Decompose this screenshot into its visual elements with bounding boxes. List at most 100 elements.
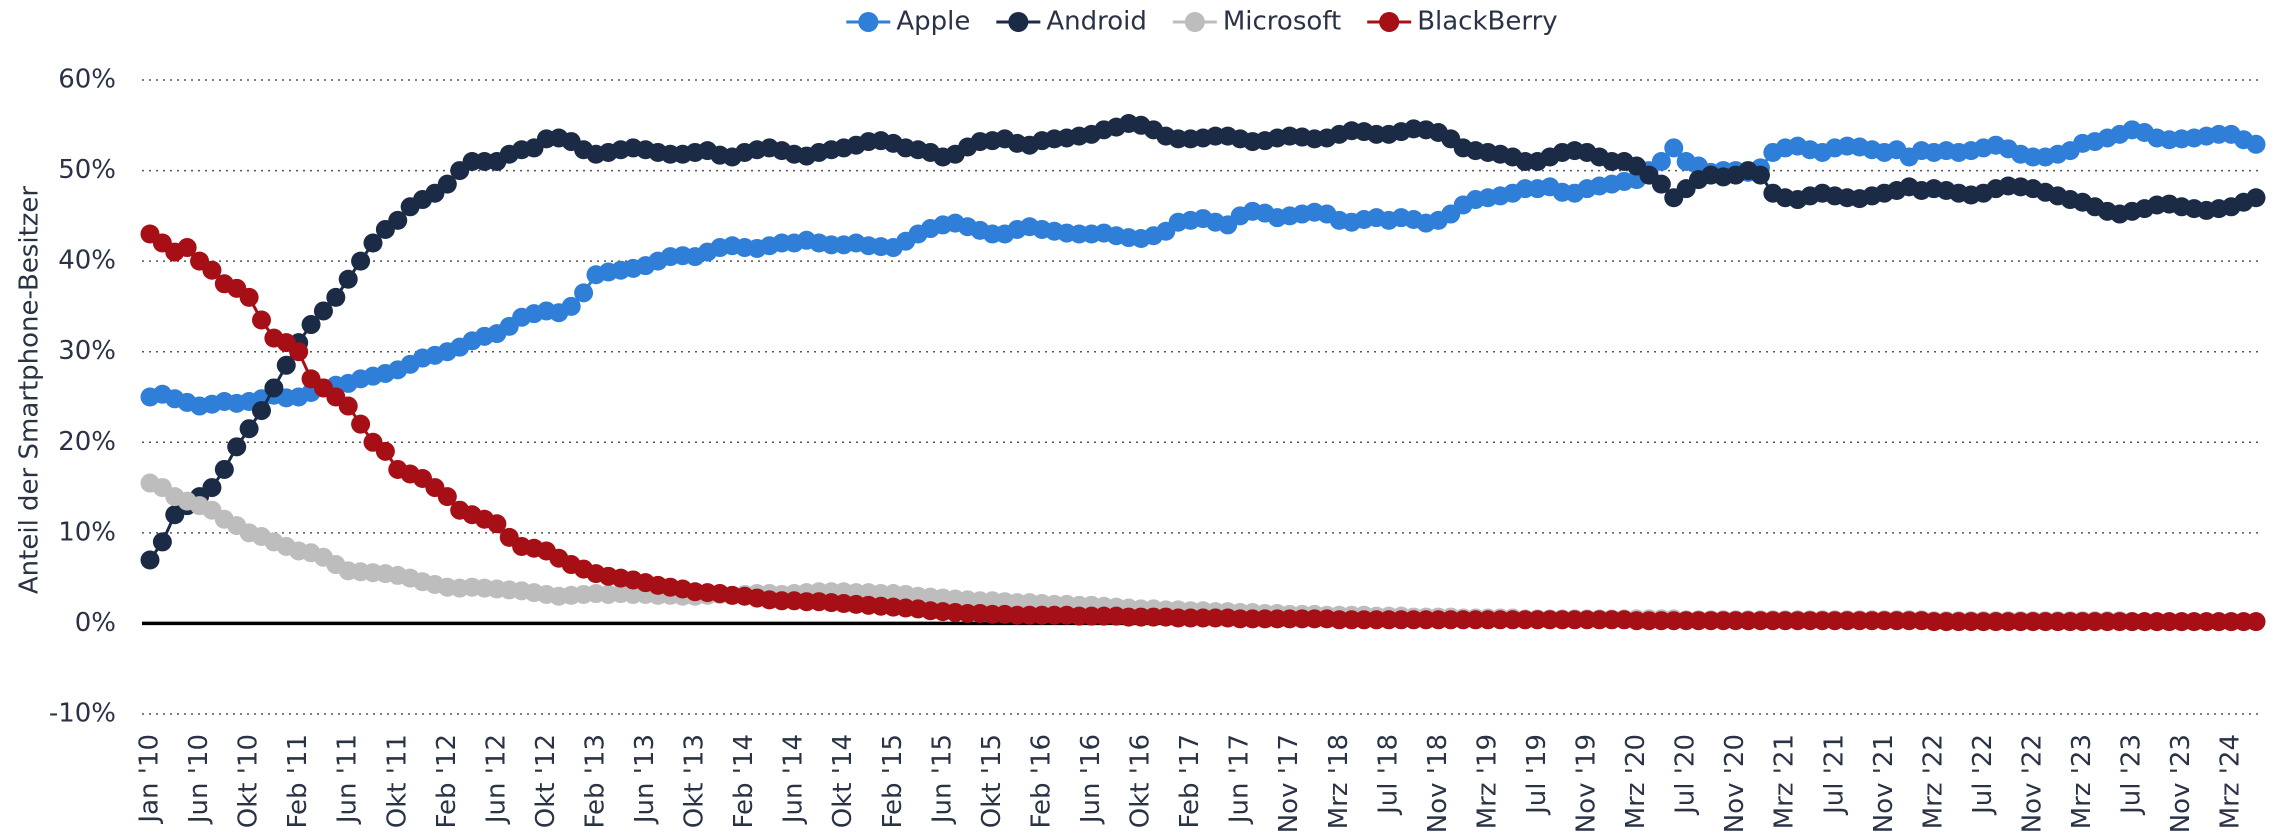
- series: [140, 113, 2266, 570]
- legend-marker: [1184, 12, 1205, 32]
- point: [351, 251, 371, 271]
- point: [251, 310, 271, 330]
- x-tick-label: Nov '22: [2018, 734, 2048, 833]
- point: [239, 419, 259, 439]
- point: [351, 414, 371, 434]
- legend-marker: [1379, 12, 1400, 32]
- point: [437, 174, 457, 194]
- y-tick-label: 30%: [58, 336, 116, 366]
- point: [2246, 134, 2266, 154]
- x-tick-label: Nov '19: [1572, 734, 1602, 833]
- point: [338, 396, 358, 416]
- point: [326, 287, 346, 307]
- y-tick-label: 40%: [58, 246, 116, 276]
- x-tick-label: Jun '11: [333, 734, 363, 825]
- point: [251, 401, 271, 421]
- point: [363, 233, 383, 253]
- x-tick-label: Nov '18: [1423, 734, 1453, 833]
- series: [140, 120, 2266, 416]
- x-tick-label: Jul '23: [2117, 734, 2147, 816]
- point: [227, 437, 247, 457]
- x-tick-label: Nov '23: [2166, 734, 2196, 833]
- point: [202, 260, 222, 280]
- y-tick-label: -10%: [49, 699, 116, 729]
- y-tick-label: 60%: [58, 65, 116, 95]
- legend-marker: [858, 12, 879, 32]
- y-tick-label: 0%: [75, 608, 116, 638]
- x-tick-label: Feb '13: [580, 734, 610, 829]
- x-tick-label: Feb '12: [432, 734, 462, 829]
- y-tick-label: 20%: [58, 427, 116, 457]
- x-tick-label: Jul '20: [1671, 734, 1701, 816]
- point: [1750, 165, 1770, 185]
- x-tick-label: Nov '20: [1720, 734, 1750, 833]
- point: [214, 459, 234, 479]
- x-tick-label: Feb '16: [1026, 734, 1056, 829]
- point: [375, 441, 395, 461]
- x-tick-label: Jun '12: [481, 734, 511, 825]
- x-tick-label: Feb '17: [1175, 734, 1205, 829]
- point: [152, 532, 172, 552]
- legend-label: Microsoft: [1223, 7, 1341, 37]
- x-tick-label: Jul '21: [1819, 734, 1849, 816]
- x-tick-label: Jun '16: [1076, 734, 1106, 825]
- point: [177, 238, 197, 258]
- x-tick-label: Nov '17: [1274, 734, 1304, 833]
- x-tick-label: Okt '12: [531, 734, 561, 828]
- legend-label: BlackBerry: [1417, 7, 1558, 37]
- x-tick-label: Feb '15: [878, 734, 908, 829]
- point: [313, 301, 333, 321]
- x-tick-label: Mrz '20: [1621, 734, 1651, 829]
- x-tick-label: Nov '21: [1869, 734, 1899, 833]
- legend-marker: [1008, 12, 1029, 32]
- legend-label: Apple: [896, 7, 970, 37]
- x-tick-label: Okt '13: [680, 734, 710, 828]
- x-tick-label: Jun '14: [779, 734, 809, 825]
- point: [437, 487, 457, 507]
- x-tick-label: Okt '16: [1126, 734, 1156, 828]
- point: [2246, 188, 2266, 208]
- x-tick-label: Feb '11: [283, 734, 313, 829]
- x-tick-label: Mrz '21: [1770, 734, 1800, 829]
- x-tick-label: Feb '14: [729, 734, 759, 829]
- point: [2246, 612, 2266, 632]
- point: [264, 378, 284, 398]
- series: [140, 224, 2266, 632]
- x-tick-label: Jan '10: [135, 734, 165, 825]
- point: [487, 514, 507, 534]
- x-tick-label: Jul '22: [1968, 734, 1998, 816]
- x-tick-label: Mrz '23: [2067, 734, 2097, 829]
- x-tick-label: Okt '10: [234, 734, 264, 828]
- point: [276, 355, 296, 375]
- x-tick-label: Mrz '18: [1324, 734, 1354, 829]
- point: [1651, 174, 1671, 194]
- point: [1664, 138, 1684, 158]
- point: [140, 550, 160, 570]
- x-tick-label: Jun '17: [1225, 734, 1255, 825]
- y-tick-label: 50%: [58, 155, 116, 185]
- point: [289, 342, 309, 362]
- x-tick-label: Mrz '24: [2216, 734, 2246, 829]
- point: [561, 296, 581, 316]
- y-axis-label: Anteil der Smartphone-Besitzer: [15, 186, 45, 595]
- y-tick-label: 10%: [58, 517, 116, 547]
- series: [140, 473, 2266, 632]
- point: [1651, 152, 1671, 172]
- x-tick-label: Jun '15: [927, 734, 957, 825]
- point: [239, 287, 259, 307]
- x-tick-label: Okt '14: [828, 734, 858, 828]
- x-tick-label: Jul '18: [1373, 734, 1403, 816]
- x-tick-label: Okt '15: [977, 734, 1007, 828]
- legend: Apple Android Microsoft BlackBerry: [846, 7, 1558, 37]
- x-tick-label: Jul '19: [1522, 734, 1552, 816]
- x-tick-label: Jun '13: [630, 734, 660, 825]
- x-tick-label: Jun '10: [184, 734, 214, 825]
- point: [574, 283, 594, 303]
- x-tick-label: Okt '11: [382, 734, 412, 828]
- point: [388, 210, 408, 230]
- legend-label: Android: [1046, 7, 1147, 37]
- x-tick-label: Mrz '19: [1472, 734, 1502, 829]
- point: [202, 478, 222, 498]
- point: [338, 269, 358, 289]
- x-tick-label: Mrz '22: [1918, 734, 1948, 829]
